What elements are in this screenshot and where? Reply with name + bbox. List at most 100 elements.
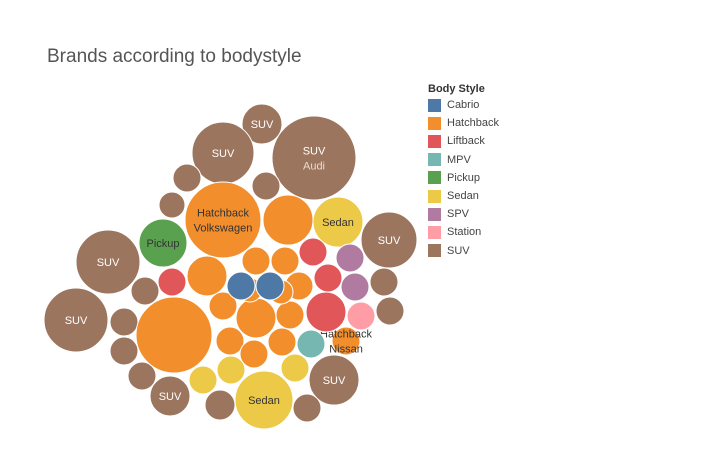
legend-swatch [428,244,441,258]
bubble-label: Hatchback [197,208,249,220]
bubble-circle [255,271,285,301]
bubble-suv[interactable] [251,171,281,201]
bubble-circle [208,291,238,321]
bubble-sedan[interactable] [188,365,218,395]
bubble-spv[interactable] [340,272,370,302]
bubble-sedan[interactable]: Sedan [312,196,364,248]
bubble-liftback[interactable] [313,263,343,293]
bubble-suv[interactable]: SUV [308,354,360,406]
bubble-circle [188,365,218,395]
legend-item[interactable]: SPV [428,205,538,223]
bubble-suv[interactable] [292,393,322,423]
bubble-circle [251,171,281,201]
bubble-circle [109,336,139,366]
bubble-circle [298,237,328,267]
bubble-mpv[interactable] [296,329,326,359]
bubble-hatchback[interactable] [275,300,305,330]
legend-swatch [428,116,441,130]
bubble-suv[interactable]: SUV [149,375,191,417]
bubble-hatchback[interactable] [208,291,238,321]
bubble-suv[interactable] [172,163,202,193]
bubble-sedan[interactable] [216,355,246,385]
bubble-liftback[interactable] [157,267,187,297]
legend-swatch [428,207,441,221]
bubble-suv[interactable] [130,276,160,306]
legend-title: Body Style [428,83,485,95]
bubble-hatchback[interactable] [262,194,314,246]
bubble-circle [331,326,361,356]
bubble-circle [346,301,376,331]
bubble-hatchback[interactable] [241,246,271,276]
bubble-suv[interactable] [109,307,139,337]
bubble-spv[interactable] [335,243,365,273]
bubble-cabrio[interactable] [255,271,285,301]
bubble-suv[interactable]: SUV [241,103,283,145]
bubble-suv[interactable] [127,361,157,391]
legend-item[interactable]: Liftback [428,132,538,150]
bubble-label: SUV [378,235,401,247]
bubble-sedan[interactable] [280,353,310,383]
bubble-circle [275,300,305,330]
bubble-suv[interactable]: SUV [191,121,255,185]
legend-item[interactable]: Station [428,223,538,241]
bubble-circle [75,229,141,295]
bubble-circle [296,329,326,359]
bubble-hatchback[interactable] [235,297,277,339]
bubble-liftback[interactable] [298,237,328,267]
bubble-circle [267,327,297,357]
legend-item[interactable]: SUV [428,242,538,260]
legend-label: Hatchback [447,117,499,130]
bubble-label: SUV [323,375,346,387]
legend-swatch [428,171,441,185]
bubble-circle [215,326,245,356]
legend-item[interactable]: Cabrio [428,96,538,114]
legend-item[interactable]: MPV [428,151,538,169]
bubble-hatchback[interactable] [215,326,245,356]
legend-label: Station [447,226,482,239]
bubble-hatchback[interactable] [186,255,228,297]
bubble-label: Sedan [248,395,280,407]
bubble-hatchback[interactable]: Hatchback Volkswagen [184,181,262,259]
legend-item[interactable]: Pickup [428,169,538,187]
bubble-suv[interactable] [158,191,186,219]
bubble-station[interactable] [346,301,376,331]
bubble-suv[interactable] [369,267,399,297]
bubble-hatchback[interactable] [135,296,213,374]
legend-swatch [428,225,441,239]
bubble-sedan[interactable]: Sedan [234,370,294,430]
bubble-brand: Nissan [329,344,363,356]
legend-swatch [428,134,441,148]
bubble-label: SUV [212,148,235,160]
bubble-circle [158,191,186,219]
bubble-liftback[interactable] [305,291,347,333]
bubble-label: SUV [303,146,326,158]
legend-item[interactable]: Sedan [428,187,538,205]
legend-label: Sedan [447,190,479,203]
legend-label: Pickup [447,171,481,184]
bubble-circle [43,287,109,353]
legend-swatch [428,98,441,112]
bubble-cabrio[interactable] [226,271,256,301]
bubble-suv[interactable] [204,389,236,421]
bubble-suv[interactable]: SUV [75,229,141,295]
bubble-suv[interactable]: SUV [360,211,418,269]
bubble-hatchback[interactable]: Hatchback Nissan [320,326,372,356]
bubble-suv[interactable]: SUV [43,287,109,353]
bubble-suv[interactable] [109,336,139,366]
bubble-suv[interactable]: SUV Audi [271,115,357,201]
legend: Body Style Cabrio Hatchback Liftback MPV Pic… [428,82,538,260]
bubble-hatchback[interactable] [239,339,269,369]
legend-item[interactable]: Hatchback [428,114,538,132]
bubble-circle [226,271,256,301]
bubble-circle [235,297,277,339]
bubble-suv[interactable] [375,296,405,326]
bubble-circle [130,276,160,306]
bubble-circle [262,194,314,246]
bubble-pickup[interactable]: Pickup [138,218,188,268]
legend-swatch [428,153,441,167]
bubble-label: SUV [65,315,88,327]
bubble-brand: Volkswagen [194,223,253,235]
bubble-hatchback[interactable] [267,327,297,357]
bubble-hatchback[interactable] [270,246,300,276]
